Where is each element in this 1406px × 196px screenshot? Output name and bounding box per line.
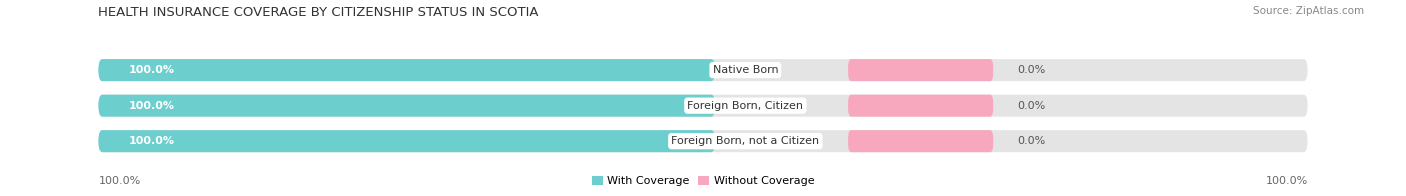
Text: HEALTH INSURANCE COVERAGE BY CITIZENSHIP STATUS IN SCOTIA: HEALTH INSURANCE COVERAGE BY CITIZENSHIP… [98, 6, 538, 19]
FancyBboxPatch shape [98, 130, 716, 152]
Text: 100.0%: 100.0% [129, 65, 174, 75]
FancyBboxPatch shape [848, 59, 993, 81]
Text: 0.0%: 0.0% [1018, 101, 1046, 111]
Text: Native Born: Native Born [713, 65, 778, 75]
Text: 100.0%: 100.0% [1265, 176, 1308, 186]
Text: 100.0%: 100.0% [129, 101, 174, 111]
Legend: With Coverage, Without Coverage: With Coverage, Without Coverage [588, 171, 818, 191]
Text: 0.0%: 0.0% [1018, 65, 1046, 75]
FancyBboxPatch shape [98, 95, 716, 117]
Text: 100.0%: 100.0% [98, 176, 141, 186]
FancyBboxPatch shape [98, 130, 1308, 152]
FancyBboxPatch shape [848, 130, 993, 152]
FancyBboxPatch shape [848, 95, 993, 117]
Text: 0.0%: 0.0% [1018, 136, 1046, 146]
Text: 100.0%: 100.0% [129, 136, 174, 146]
FancyBboxPatch shape [98, 59, 1308, 81]
FancyBboxPatch shape [98, 59, 716, 81]
FancyBboxPatch shape [98, 95, 1308, 117]
Text: Source: ZipAtlas.com: Source: ZipAtlas.com [1253, 6, 1364, 16]
Text: Foreign Born, Citizen: Foreign Born, Citizen [688, 101, 803, 111]
Text: Foreign Born, not a Citizen: Foreign Born, not a Citizen [671, 136, 820, 146]
